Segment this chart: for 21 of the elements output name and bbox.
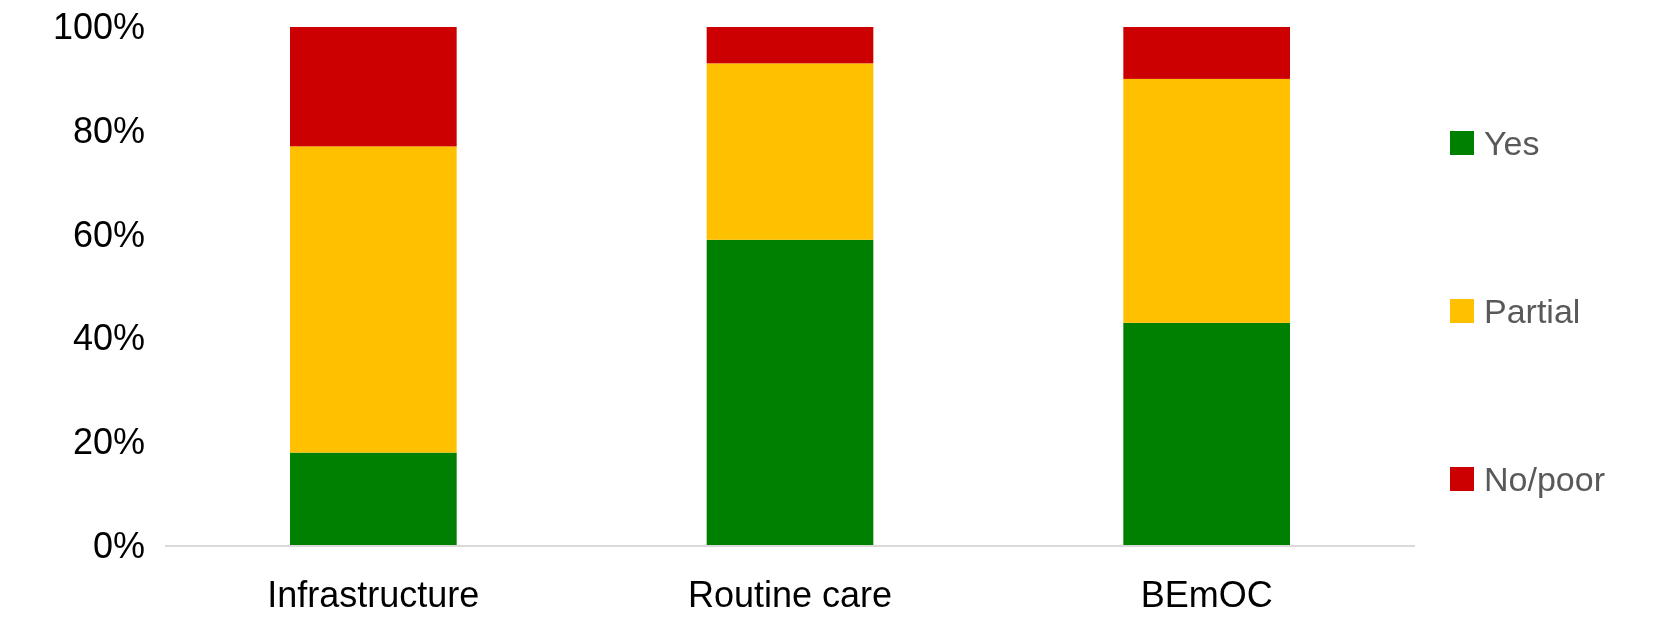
bar <box>290 146 457 453</box>
bar <box>706 63 874 240</box>
y-tick-label: 20% <box>72 421 145 463</box>
x-tick-label: BEmOC <box>1140 573 1273 615</box>
y-tick-label: 40% <box>72 317 145 359</box>
y-tick-label: 60% <box>72 213 145 255</box>
bar <box>1123 27 1290 79</box>
y-tick-label: 80% <box>72 109 145 151</box>
bar <box>706 239 874 546</box>
x-tick-label: Infrastructure <box>267 573 480 615</box>
bar <box>1123 322 1290 546</box>
legend-label: Yes <box>1484 123 1540 162</box>
legend-label: Partial <box>1484 291 1581 330</box>
legend-label: No/poor <box>1484 459 1605 498</box>
bar <box>706 27 874 64</box>
y-tick-label: 100% <box>52 6 145 48</box>
bar <box>290 452 457 546</box>
x-tick-label: Routine care <box>687 573 893 615</box>
y-tick-label: 0% <box>92 525 145 567</box>
bar <box>1123 78 1290 323</box>
bar <box>290 27 457 147</box>
